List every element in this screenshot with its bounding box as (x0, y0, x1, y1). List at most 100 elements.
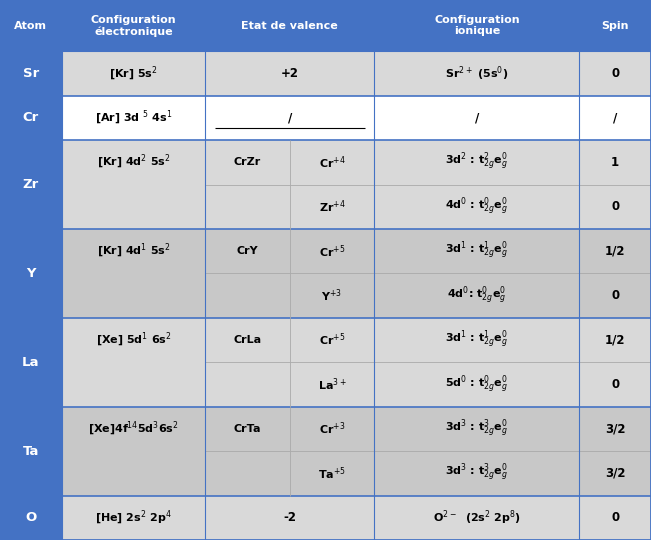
Text: [Kr] 5s$^2$: [Kr] 5s$^2$ (109, 64, 158, 83)
Text: Y$^{+3}$: Y$^{+3}$ (322, 287, 342, 304)
Text: 0: 0 (611, 378, 619, 391)
Text: La: La (22, 356, 40, 369)
Bar (62, 496, 205, 540)
Text: Spin: Spin (602, 21, 629, 31)
Bar (290, 51, 374, 96)
Bar (579, 96, 651, 140)
Text: Etat de valence: Etat de valence (242, 21, 338, 31)
Bar (579, 273, 651, 318)
Bar (579, 451, 651, 496)
Text: 0: 0 (611, 511, 619, 524)
Text: O$^{2-}$  (2s$^2$ 2p$^8$): O$^{2-}$ (2s$^2$ 2p$^8$) (433, 509, 521, 527)
Bar (62, 407, 205, 451)
Bar (205, 496, 290, 540)
Bar (0, 51, 62, 96)
Bar (0, 496, 62, 540)
Bar (0, 0, 651, 51)
Bar (374, 229, 579, 273)
Bar (579, 407, 651, 451)
Text: 3d$^3$ : t$^3_{2g}$e$^0_g$: 3d$^3$ : t$^3_{2g}$e$^0_g$ (445, 418, 508, 440)
Bar (205, 318, 290, 362)
Bar (205, 96, 290, 140)
Text: Sr$^{2+}$ (5s$^0$): Sr$^{2+}$ (5s$^0$) (445, 64, 508, 83)
Bar (205, 229, 290, 273)
Text: 1: 1 (611, 156, 619, 169)
Bar (290, 96, 374, 140)
Text: 4d$^0$: t$^0_{2g}$e$^0_g$: 4d$^0$: t$^0_{2g}$e$^0_g$ (447, 285, 506, 307)
Bar (290, 407, 374, 451)
Text: CrZr: CrZr (234, 157, 261, 167)
Text: 3d$^1$ : t$^1_{2g}$e$^0_g$: 3d$^1$ : t$^1_{2g}$e$^0_g$ (445, 329, 508, 351)
Bar (205, 273, 290, 318)
Bar (374, 140, 579, 185)
Text: 1/2: 1/2 (605, 334, 626, 347)
Bar (290, 140, 374, 185)
Bar (290, 496, 374, 540)
Text: [Xe] 5d$^1$ 6s$^2$: [Xe] 5d$^1$ 6s$^2$ (96, 331, 171, 349)
Bar (62, 451, 205, 496)
Text: 5d$^0$ : t$^0_{2g}$e$^0_g$: 5d$^0$ : t$^0_{2g}$e$^0_g$ (445, 373, 508, 396)
Bar (290, 273, 374, 318)
Text: CrLa: CrLa (233, 335, 262, 345)
Bar (579, 362, 651, 407)
Bar (579, 51, 651, 96)
Bar (374, 51, 579, 96)
Text: 4d$^0$ : t$^0_{2g}$e$^0_g$: 4d$^0$ : t$^0_{2g}$e$^0_g$ (445, 195, 508, 218)
Text: +2: +2 (281, 67, 299, 80)
Text: Cr$^{+4}$: Cr$^{+4}$ (318, 154, 346, 171)
Text: O: O (25, 511, 36, 524)
Text: Configuration
ionique: Configuration ionique (434, 15, 519, 36)
Bar (0, 229, 62, 318)
Bar (205, 51, 290, 96)
Bar (62, 273, 205, 318)
Text: /: / (475, 111, 479, 124)
Text: 0: 0 (611, 200, 619, 213)
Bar (62, 51, 205, 96)
Text: Y: Y (26, 267, 36, 280)
Bar (0, 407, 62, 496)
Text: Atom: Atom (14, 21, 48, 31)
Bar (290, 229, 374, 273)
Bar (0, 96, 62, 140)
Bar (0, 318, 62, 407)
Bar (290, 362, 374, 407)
Text: 0: 0 (611, 67, 619, 80)
Text: /: / (288, 111, 292, 124)
Bar (205, 407, 290, 451)
Bar (0, 140, 62, 229)
Text: CrY: CrY (236, 246, 258, 256)
Bar (205, 185, 290, 229)
Text: 3d$^1$ : t$^1_{2g}$e$^0_g$: 3d$^1$ : t$^1_{2g}$e$^0_g$ (445, 240, 508, 262)
Bar (579, 229, 651, 273)
Text: [Kr] 4d$^2$ 5s$^2$: [Kr] 4d$^2$ 5s$^2$ (96, 153, 171, 171)
Text: Ta: Ta (23, 444, 39, 457)
Text: Sr: Sr (23, 67, 39, 80)
Text: [He] 2s$^2$ 2p$^4$: [He] 2s$^2$ 2p$^4$ (95, 509, 172, 527)
Bar (579, 318, 651, 362)
Bar (374, 96, 579, 140)
Bar (62, 140, 205, 185)
Bar (579, 140, 651, 185)
Bar (579, 185, 651, 229)
Text: Ta$^{+5}$: Ta$^{+5}$ (318, 465, 346, 482)
Text: 1/2: 1/2 (605, 245, 626, 258)
Bar (290, 318, 374, 362)
Text: Cr$^{+5}$: Cr$^{+5}$ (319, 243, 345, 260)
Text: La$^{3+}$: La$^{3+}$ (318, 376, 346, 393)
Text: CrTa: CrTa (234, 424, 261, 434)
Text: Configuration
électronique: Configuration électronique (90, 15, 176, 37)
Text: Cr$^{+5}$: Cr$^{+5}$ (319, 332, 345, 348)
Text: 0: 0 (611, 289, 619, 302)
Text: 3d$^3$ : t$^3_{2g}$e$^0_g$: 3d$^3$ : t$^3_{2g}$e$^0_g$ (445, 462, 508, 484)
Bar (374, 273, 579, 318)
Bar (374, 362, 579, 407)
Bar (374, 318, 579, 362)
Bar (374, 407, 579, 451)
Bar (374, 496, 579, 540)
Text: Cr$^{+3}$: Cr$^{+3}$ (319, 421, 345, 437)
Text: 3d$^2$ : t$^2_{2g}$e$^0_g$: 3d$^2$ : t$^2_{2g}$e$^0_g$ (445, 151, 508, 173)
Text: 3/2: 3/2 (605, 422, 626, 435)
Bar (374, 451, 579, 496)
Bar (205, 362, 290, 407)
Text: 3/2: 3/2 (605, 467, 626, 480)
